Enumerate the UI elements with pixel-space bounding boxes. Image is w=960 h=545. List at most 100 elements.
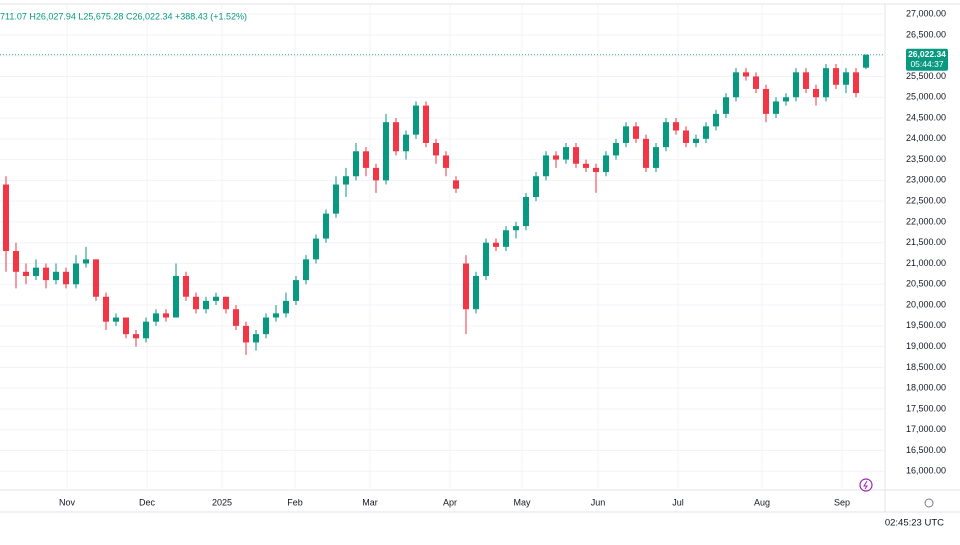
candle-body bbox=[123, 317, 129, 335]
candle-body bbox=[863, 54, 869, 68]
candle-body bbox=[773, 101, 779, 114]
y-tick-label: 27,000.00 bbox=[906, 9, 946, 19]
candle-body bbox=[693, 138, 699, 143]
candle-body bbox=[553, 155, 559, 160]
candle-body bbox=[363, 151, 369, 168]
candle-body bbox=[103, 296, 109, 322]
x-tick-label: Jun bbox=[591, 497, 606, 507]
candle-body bbox=[643, 138, 649, 168]
candle-body bbox=[83, 259, 89, 264]
candle-body bbox=[93, 259, 99, 297]
candle-body bbox=[713, 113, 719, 127]
candle-body bbox=[623, 126, 629, 143]
candle-body bbox=[513, 226, 519, 231]
candle-body bbox=[193, 296, 199, 310]
candle-body bbox=[53, 271, 59, 281]
candle-body bbox=[483, 242, 489, 276]
x-tick-label: 2025 bbox=[212, 497, 232, 507]
x-tick-label: Dec bbox=[139, 497, 156, 507]
y-tick-label: 16,500.00 bbox=[906, 445, 946, 455]
candle-body bbox=[23, 271, 29, 276]
candle-body bbox=[63, 271, 69, 285]
x-tick-label: May bbox=[513, 497, 531, 507]
x-tick-label: Jul bbox=[672, 497, 684, 507]
grid bbox=[0, 4, 885, 490]
y-tick-label: 22,000.00 bbox=[906, 216, 946, 226]
candle-body bbox=[213, 296, 219, 301]
candle-body bbox=[463, 263, 469, 310]
candle-body bbox=[163, 313, 169, 318]
candle-body bbox=[433, 142, 439, 156]
candle-body bbox=[783, 97, 789, 102]
candle-body bbox=[823, 68, 829, 98]
candle-body bbox=[853, 72, 859, 94]
candle-body bbox=[473, 275, 479, 310]
candle-body bbox=[413, 105, 419, 135]
candle-body bbox=[263, 317, 269, 335]
candle-body bbox=[633, 126, 639, 139]
candle-body bbox=[153, 313, 159, 322]
y-tick-label: 18,000.00 bbox=[906, 383, 946, 393]
candle-body bbox=[733, 72, 739, 98]
candle-body bbox=[793, 72, 799, 98]
candle-body bbox=[743, 72, 749, 77]
candle-body bbox=[803, 72, 809, 89]
candles bbox=[0, 54, 885, 355]
candle-body bbox=[753, 76, 759, 89]
x-tick-label: Apr bbox=[443, 497, 457, 507]
candle-body bbox=[543, 155, 549, 177]
candle-body bbox=[203, 300, 209, 310]
candle-body bbox=[243, 325, 249, 343]
candle-body bbox=[453, 180, 459, 189]
y-tick-label: 26,500.00 bbox=[906, 29, 946, 39]
clock: 02:45:23 UTC bbox=[885, 518, 944, 529]
candle-body bbox=[373, 167, 379, 181]
last-price-label: 26,022.34 bbox=[908, 49, 946, 59]
labels: 27,000.0026,500.0026,000.0025,500.0025,0… bbox=[59, 9, 948, 507]
candle-body bbox=[583, 163, 589, 168]
candle-body bbox=[33, 267, 39, 276]
candle-body bbox=[703, 126, 709, 139]
candle-body bbox=[523, 196, 529, 227]
y-tick-label: 20,500.00 bbox=[906, 279, 946, 289]
x-tick-label: Feb bbox=[287, 497, 303, 507]
candle-body bbox=[673, 122, 679, 131]
candle-body bbox=[813, 88, 819, 98]
candle-body bbox=[3, 184, 9, 252]
candle-body bbox=[763, 88, 769, 114]
y-tick-label: 16,000.00 bbox=[906, 466, 946, 476]
candle-body bbox=[353, 151, 359, 177]
candle-body bbox=[683, 130, 689, 143]
candle-body bbox=[223, 296, 229, 310]
y-tick-label: 24,000.00 bbox=[906, 133, 946, 143]
settings-icon[interactable] bbox=[924, 498, 934, 508]
candle-body bbox=[313, 238, 319, 260]
candle-body bbox=[323, 213, 329, 239]
candle-body bbox=[533, 176, 539, 197]
countdown-label: 05:44:37 bbox=[910, 59, 943, 69]
y-tick-label: 19,000.00 bbox=[906, 341, 946, 351]
x-tick-label: Aug bbox=[754, 497, 770, 507]
candle-body bbox=[143, 321, 149, 339]
last-price-box bbox=[906, 48, 948, 71]
candle-body bbox=[653, 147, 659, 168]
candle-body bbox=[843, 72, 849, 85]
candle-body bbox=[293, 280, 299, 301]
candle-body bbox=[443, 155, 449, 168]
candle-body bbox=[503, 230, 509, 247]
y-tick-label: 25,000.00 bbox=[906, 92, 946, 102]
candle-body bbox=[603, 155, 609, 173]
alert-icon[interactable] bbox=[859, 478, 873, 492]
candle-body bbox=[593, 167, 599, 173]
candle-body bbox=[723, 97, 729, 114]
candle-body bbox=[183, 275, 189, 297]
candle-body bbox=[833, 68, 839, 85]
candle-body bbox=[283, 300, 289, 314]
candle-body bbox=[173, 275, 179, 318]
candle-body bbox=[393, 122, 399, 152]
candle-body bbox=[273, 313, 279, 318]
y-tick-label: 18,500.00 bbox=[906, 362, 946, 372]
y-tick-label: 17,500.00 bbox=[906, 403, 946, 413]
candle-body bbox=[113, 317, 119, 322]
candle-body bbox=[73, 263, 79, 285]
